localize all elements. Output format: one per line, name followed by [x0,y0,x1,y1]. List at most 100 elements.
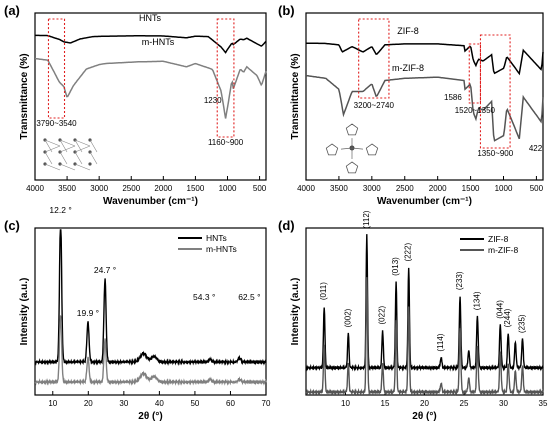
axis-frame [34,12,267,181]
series-label: m-HNTs [142,37,175,47]
axis-frame [305,12,544,181]
x-tick-label: 20 [84,399,93,408]
annotation-label: 1350~900 [477,149,513,158]
panel-c: (c) 10 20 30 40 50 60 70 2θ (°) Intensity (a.u.) H… [4,205,271,422]
peak-label: 62.5 ° [238,292,260,302]
x-tick-label: 500 [253,184,267,193]
peak-label: (233) [455,271,464,290]
series-line-m-hnts [34,57,267,119]
x-tick-label: 3500 [330,184,348,193]
series-label: ZIF-8 [397,26,419,36]
panel-b: (b) 4000 3500 3000 2500 2000 1500 1000 500 Wavenu… [278,3,544,207]
x-tick-label: 10 [341,399,350,408]
bond-icon [89,151,98,165]
series-label: HNTs [139,13,161,23]
x-tick-label: 3000 [363,184,381,193]
imidazole-ring-icon [325,143,339,156]
x-tick-label: 50 [190,399,199,408]
annotation-box [358,18,390,99]
peak-label: (235) [517,314,526,333]
bond-icon [59,163,76,171]
series-line-m-hnts [34,315,267,386]
x-tick-label: 35 [539,399,548,408]
x-tick-label: 15 [381,399,390,408]
peak-label: (244) [503,308,512,327]
x-tick-label: 4000 [297,184,315,193]
x-tick-label: 4000 [26,184,44,193]
annotation-label: 1586 [444,93,462,102]
x-tick-label: 2500 [396,184,414,193]
x-axis-label: Wavenumber (cm⁻¹) [103,196,198,207]
series-line-m-zif-8 [305,74,544,142]
peak-label: (022) [378,305,387,324]
panel-d: (d) 10 15 20 25 30 35 2θ (°) Intensity (a.u.) ZIF… [278,210,548,422]
annotation-label: 3200~2740 [354,101,395,110]
x-tick-label: 1000 [495,184,513,193]
atom-icon [88,162,92,166]
x-tick-label: 1500 [187,184,205,193]
series-line-hnts [34,229,267,366]
bond-icon [59,139,76,147]
annotation-box [47,18,66,119]
y-axis-label: Transmittance (%) [19,53,30,139]
axis-frame [34,227,267,396]
series-line-m-zif-8 [305,277,544,396]
legend-label: m-HNTs [206,244,237,254]
legend-label: ZIF-8 [488,234,509,244]
bond-icon [59,145,76,153]
x-axis-label: 2θ (°) [412,411,436,422]
bond-icon [89,139,98,153]
peak-label: (112) [362,210,371,228]
panel-letter: (a) [4,3,20,18]
annotation-box [468,43,482,104]
x-tick-label: 2500 [122,184,140,193]
peak-label: (222) [404,243,413,262]
bond-icon [351,147,364,150]
peak-label: 54.3 ° [193,292,215,302]
series-line-zif-8 [306,42,544,76]
y-axis-label: Intensity (a.u.) [290,278,301,346]
peak-label: (134) [472,291,481,310]
series-line-hnts [35,34,267,54]
annotation-box [216,18,235,138]
bond-icon [340,147,353,150]
bond-icon [59,151,68,165]
peak-label: (044) [495,300,504,319]
x-axis-label: 2θ (°) [138,411,162,422]
peak-label: (011) [319,282,328,300]
legend-label: HNTs [206,233,227,243]
inset-structure-image [43,138,98,171]
annotation-label: 3790~3540 [36,119,77,128]
panel-letter: (b) [278,3,295,18]
panel-letter: (c) [4,218,20,233]
annotation-label: 1160~900 [208,138,244,147]
peak-label: 19.9 ° [77,308,99,318]
annotation-label: 422 [529,144,543,153]
panel-letter: (d) [278,218,295,233]
x-tick-label: 10 [48,399,57,408]
peak-label: (013) [391,257,400,276]
x-tick-label: 2000 [154,184,172,193]
x-tick-label: 1000 [219,184,237,193]
peak-label: (002) [343,308,352,327]
bond-icon [74,151,83,165]
x-axis-label: Wavenumber (cm⁻¹) [377,196,472,207]
x-tick-label: 1500 [462,184,480,193]
x-tick-label: 3000 [90,184,108,193]
annotation-box [479,34,511,149]
bond-icon [44,145,61,153]
bond-icon [74,139,91,147]
x-tick-label: 3500 [58,184,76,193]
bond-icon [44,163,61,171]
x-tick-label: 2000 [429,184,447,193]
y-axis-label: Intensity (a.u.) [19,278,30,346]
series-line-zif-8 [305,234,544,372]
imidazole-ring-icon [345,161,359,174]
legend-label: m-ZIF-8 [488,245,518,255]
peak-label: (114) [436,333,445,351]
x-tick-label: 20 [420,399,429,408]
x-tick-label: 30 [119,399,128,408]
series-label: m-ZIF-8 [392,63,424,73]
bond-icon [44,139,53,153]
